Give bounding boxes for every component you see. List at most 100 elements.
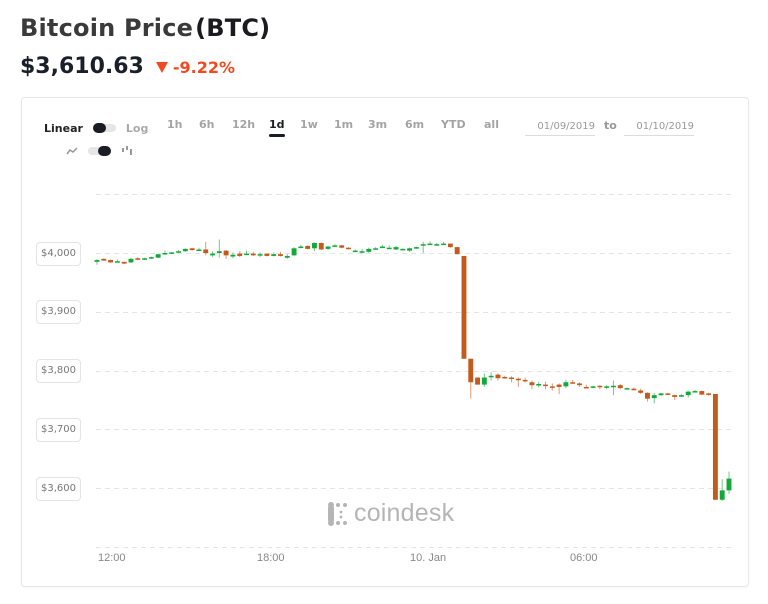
candle-down[interactable]: [318, 243, 324, 250]
candle-up[interactable]: [196, 249, 202, 251]
candle-down[interactable]: [447, 243, 453, 248]
candle-down[interactable]: [345, 247, 351, 250]
candle-up[interactable]: [298, 246, 304, 249]
candle-up[interactable]: [210, 253, 215, 256]
candle-up[interactable]: [128, 258, 134, 263]
range-ytd[interactable]: YTD: [441, 118, 466, 131]
candle-up[interactable]: [325, 246, 331, 249]
candle-down[interactable]: [556, 384, 562, 387]
candle-down[interactable]: [454, 247, 460, 255]
candle-down[interactable]: [495, 374, 501, 379]
candle-down[interactable]: [121, 261, 127, 264]
candle-down[interactable]: [101, 258, 107, 261]
candle-down[interactable]: [305, 245, 311, 249]
candle-down[interactable]: [638, 390, 644, 393]
log-scale-label[interactable]: Log: [125, 121, 149, 135]
candle-down[interactable]: [672, 395, 678, 397]
candle-up[interactable]: [407, 248, 413, 251]
line-chart-icon[interactable]: [66, 146, 78, 155]
candle-up[interactable]: [678, 395, 684, 397]
candle-up[interactable]: [312, 243, 317, 249]
candle-down[interactable]: [699, 391, 705, 395]
candle-up[interactable]: [658, 393, 664, 396]
candle-down[interactable]: [108, 260, 114, 263]
candle-down[interactable]: [577, 383, 582, 386]
candle-up[interactable]: [379, 246, 385, 249]
candle-down[interactable]: [264, 253, 270, 256]
candle-up[interactable]: [244, 253, 249, 256]
range-1d[interactable]: 1d: [269, 118, 285, 137]
candle-up[interactable]: [386, 247, 392, 250]
candle-up[interactable]: [427, 243, 433, 246]
candle-up[interactable]: [726, 478, 732, 491]
candle-down[interactable]: [665, 393, 671, 395]
candle-down[interactable]: [522, 379, 528, 382]
candle-down[interactable]: [250, 253, 256, 256]
range-12h[interactable]: 12h: [232, 118, 256, 131]
candle-up[interactable]: [142, 258, 148, 260]
candle-up[interactable]: [685, 391, 691, 396]
candle-down[interactable]: [339, 245, 345, 248]
candle-up[interactable]: [719, 490, 725, 500]
candle-up[interactable]: [692, 391, 698, 393]
range-1w[interactable]: 1w: [300, 118, 318, 131]
candle-down[interactable]: [543, 384, 548, 387]
candle-up[interactable]: [352, 250, 358, 253]
candle-up[interactable]: [624, 388, 630, 390]
candle-up[interactable]: [413, 247, 419, 249]
candle-up[interactable]: [366, 248, 372, 252]
candle-up[interactable]: [563, 382, 569, 387]
candle-up[interactable]: [155, 254, 161, 258]
candle-down[interactable]: [135, 258, 141, 260]
candle-down[interactable]: [645, 392, 650, 399]
candle-down[interactable]: [502, 376, 508, 379]
range-3m[interactable]: 3m: [368, 118, 388, 131]
candle-down[interactable]: [278, 254, 283, 256]
candle-up[interactable]: [441, 243, 447, 246]
candle-up[interactable]: [182, 248, 188, 252]
candle-up[interactable]: [176, 251, 181, 253]
range-6h[interactable]: 6h: [199, 118, 215, 131]
candle-down[interactable]: [237, 253, 243, 256]
candle-down[interactable]: [203, 249, 209, 253]
candle-up[interactable]: [488, 375, 494, 378]
candle-down[interactable]: [706, 393, 712, 395]
range-1m[interactable]: 1m: [334, 118, 354, 131]
candle-down[interactable]: [509, 377, 514, 380]
candle-up[interactable]: [332, 245, 338, 247]
candle-up[interactable]: [162, 253, 168, 255]
candle-up[interactable]: [94, 260, 100, 262]
candle-down[interactable]: [631, 388, 637, 391]
range-1h[interactable]: 1h: [167, 118, 183, 131]
candle-down[interactable]: [515, 378, 521, 381]
candle-up[interactable]: [590, 386, 596, 388]
date-to-input[interactable]: 01/10/2019: [624, 121, 694, 136]
candle-up[interactable]: [536, 384, 542, 386]
candle-down[interactable]: [617, 385, 623, 389]
candle-down[interactable]: [475, 377, 481, 385]
candle-down[interactable]: [468, 358, 474, 383]
candle-up[interactable]: [434, 244, 440, 246]
chart-type-toggle[interactable]: [88, 145, 111, 156]
candle-down[interactable]: [223, 250, 229, 256]
candle-down[interactable]: [529, 382, 535, 386]
candle-up[interactable]: [420, 244, 426, 246]
candle-up[interactable]: [230, 254, 236, 257]
candle-down[interactable]: [549, 386, 555, 388]
candle-up[interactable]: [400, 248, 406, 251]
candle-up[interactable]: [291, 248, 297, 256]
range-all[interactable]: all: [484, 118, 499, 131]
candle-down[interactable]: [461, 255, 467, 359]
candle-down[interactable]: [570, 382, 576, 384]
date-from-input[interactable]: 01/09/2019: [525, 121, 595, 136]
candle-down[interactable]: [583, 386, 589, 389]
candle-up[interactable]: [481, 377, 487, 385]
candle-up[interactable]: [393, 247, 399, 250]
candle-up[interactable]: [169, 252, 175, 254]
candle-up[interactable]: [651, 395, 657, 399]
candle-up[interactable]: [604, 386, 610, 388]
candle-up[interactable]: [148, 257, 154, 259]
candle-up[interactable]: [257, 254, 263, 256]
candle-up[interactable]: [114, 261, 120, 263]
range-6m[interactable]: 6m: [405, 118, 425, 131]
